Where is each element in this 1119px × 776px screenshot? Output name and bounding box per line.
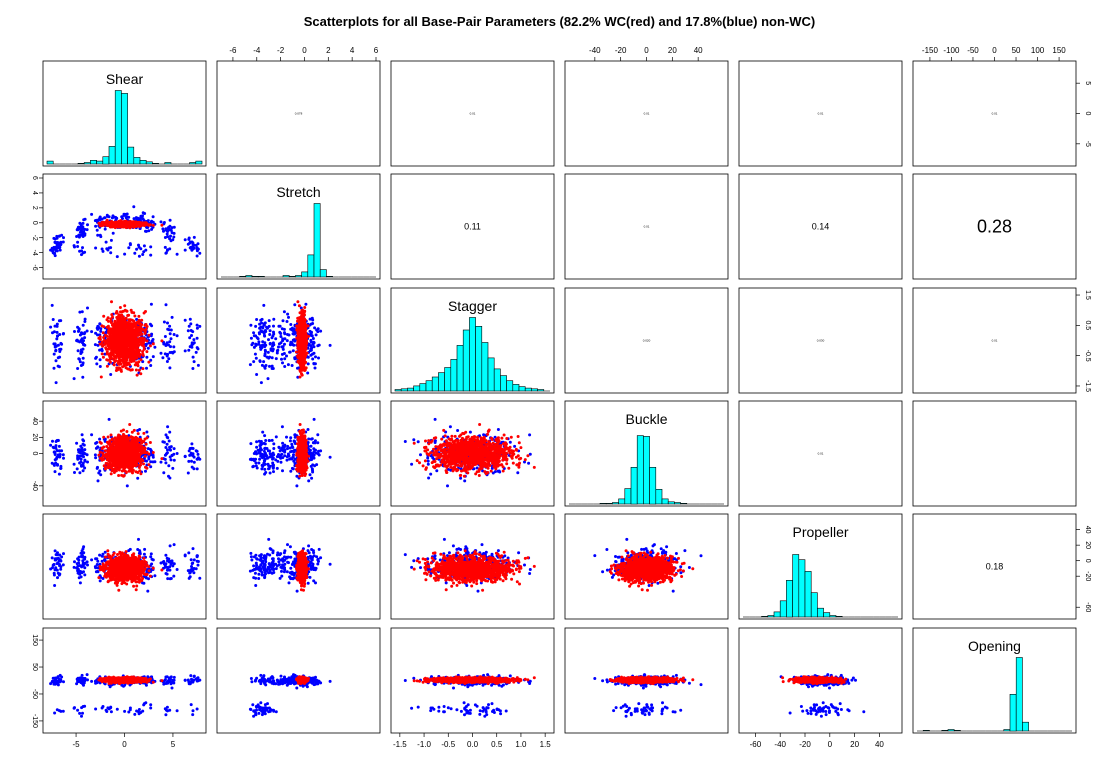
blue-point: [166, 233, 169, 236]
blue-point: [94, 247, 97, 250]
blue-point: [138, 255, 141, 258]
blue-point: [54, 238, 57, 241]
blue-point: [127, 246, 130, 249]
blue-point: [142, 250, 145, 253]
blue-point: [105, 241, 108, 244]
blue-point: [86, 228, 89, 231]
blue-point: [125, 215, 128, 218]
blue-point: [191, 242, 194, 245]
blue-point: [54, 241, 57, 244]
blue-point: [104, 216, 107, 219]
blue-point: [95, 219, 98, 222]
blue-point: [104, 228, 107, 231]
blue-point: [98, 217, 101, 220]
blue-point: [161, 227, 164, 230]
blue-point: [196, 249, 199, 252]
blue-point: [82, 218, 85, 221]
blue-point: [169, 235, 172, 238]
blue-point: [56, 246, 59, 249]
blue-point: [196, 255, 199, 258]
blue-point: [164, 229, 167, 232]
blue-point: [80, 253, 83, 256]
blue-point: [90, 213, 93, 216]
blue-point: [110, 239, 113, 242]
red-point: [145, 221, 148, 224]
blue-point: [168, 237, 171, 240]
blue-point: [193, 236, 196, 239]
blue-point: [109, 251, 112, 254]
blue-point: [112, 232, 115, 235]
blue-point: [147, 219, 150, 222]
red-point: [160, 224, 163, 227]
blue-point: [149, 254, 152, 257]
blue-point: [143, 244, 146, 247]
blue-point: [149, 245, 152, 248]
blue-point: [144, 230, 147, 233]
blue-point: [160, 220, 163, 223]
blue-point: [176, 253, 179, 256]
blue-point: [83, 232, 86, 235]
blue-point: [191, 248, 194, 251]
blue-point: [129, 242, 132, 245]
blue-point: [187, 243, 190, 246]
blue-point: [166, 248, 169, 251]
red-point: [152, 224, 155, 227]
blue-point: [53, 252, 56, 255]
blue-point: [142, 211, 145, 214]
blue-point: [76, 241, 79, 244]
blue-point: [81, 246, 84, 249]
blue-point: [137, 244, 140, 247]
blue-point: [79, 231, 82, 234]
blue-point: [164, 246, 167, 249]
blue-point: [86, 223, 89, 226]
blue-point: [73, 244, 76, 247]
blue-point: [96, 229, 99, 232]
blue-point: [82, 222, 85, 225]
blue-point: [133, 217, 136, 220]
blue-point: [96, 234, 99, 237]
blue-point: [77, 226, 80, 229]
blue-point: [141, 253, 144, 256]
blue-point: [123, 253, 126, 256]
blue-point: [99, 234, 102, 237]
blue-point: [78, 222, 81, 225]
blue-point: [165, 251, 168, 254]
blue-point: [184, 249, 187, 252]
blue-point: [126, 213, 129, 216]
blue-point: [197, 242, 200, 245]
blue-point: [135, 248, 138, 251]
blue-point: [133, 252, 136, 255]
blue-point: [51, 247, 54, 250]
blue-point: [169, 219, 172, 222]
blue-point: [76, 245, 79, 248]
blue-point: [184, 238, 187, 241]
panel-buckle-opening: [913, 401, 1076, 506]
blue-point: [198, 252, 201, 255]
blue-point: [132, 205, 135, 208]
blue-point: [55, 235, 58, 238]
blue-point: [56, 243, 59, 246]
blue-point: [77, 234, 80, 237]
blue-point: [62, 236, 65, 239]
blue-point: [101, 248, 104, 251]
blue-point: [168, 228, 171, 231]
blue-point: [196, 246, 199, 249]
blue-point: [138, 217, 141, 220]
blue-point: [109, 246, 112, 249]
blue-point: [150, 228, 153, 231]
blue-point: [94, 225, 97, 228]
blue-point: [108, 215, 111, 218]
blue-point: [56, 249, 59, 252]
blue-point: [58, 235, 61, 238]
blue-point: [187, 238, 190, 241]
blue-point: [152, 215, 155, 218]
blue-point: [116, 255, 119, 258]
blue-point: [172, 236, 175, 239]
blue-point: [81, 234, 84, 237]
blue-point: [111, 215, 114, 218]
